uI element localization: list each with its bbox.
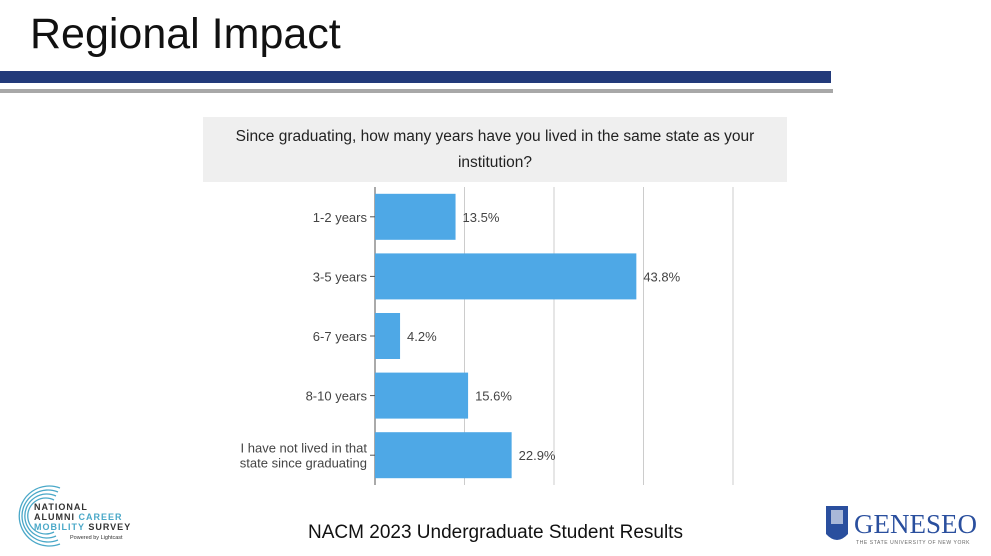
bar [375, 253, 637, 300]
bar [375, 432, 512, 479]
svg-text:MOBILITY SURVEY: MOBILITY SURVEY [34, 522, 131, 532]
slide-title: Regional Impact [30, 10, 341, 58]
geneseo-logo: GENESEO THE STATE UNIVERSITY OF NEW YORK [826, 506, 977, 546]
nacm-logo: NATIONAL ALUMNI CAREER MOBILITY SURVEY P… [18, 485, 131, 547]
data-label: 4.2% [407, 329, 437, 344]
data-label: 13.5% [463, 210, 500, 225]
svg-text:GENESEO: GENESEO [854, 509, 977, 539]
svg-text:NATIONAL: NATIONAL [34, 502, 88, 512]
svg-text:Powered by Lightcast: Powered by Lightcast [70, 535, 123, 541]
data-label: 22.9% [519, 448, 556, 463]
data-label: 15.6% [475, 389, 512, 404]
category-label: 8-10 years [306, 389, 368, 404]
svg-text:ALUMNI CAREER: ALUMNI CAREER [34, 512, 123, 522]
chart-title: Since graduating, how many years have yo… [203, 117, 787, 182]
slide-footer: NACM 2023 Undergraduate Student Results [308, 522, 683, 543]
svg-text:THE STATE UNIVERSITY OF NEW YO: THE STATE UNIVERSITY OF NEW YORK [856, 540, 970, 546]
category-label: state since graduating [240, 456, 367, 471]
category-label: 1-2 years [313, 210, 368, 225]
bar [375, 313, 401, 359]
bar [375, 193, 456, 240]
bar [375, 372, 469, 419]
header-rule-navy [0, 71, 831, 83]
category-label: I have not lived in that [241, 441, 368, 456]
category-label: 6-7 years [313, 329, 368, 344]
category-label: 3-5 years [313, 269, 368, 284]
header-rule-gray [0, 89, 833, 93]
data-label: 43.8% [643, 269, 680, 284]
